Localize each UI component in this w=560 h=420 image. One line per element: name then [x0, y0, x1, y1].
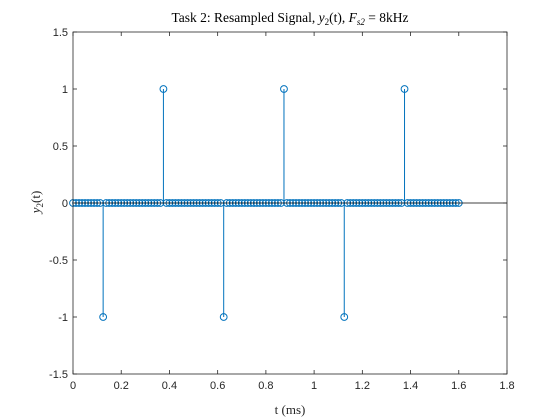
x-tick-label: 0.4	[162, 380, 177, 392]
y-tick-label: -0.5	[49, 255, 68, 267]
y-tick-label: 0.5	[53, 141, 68, 153]
y-tick-label: 1.5	[53, 27, 68, 39]
x-tick-label: 1.8	[499, 380, 514, 392]
stem-marker	[99, 313, 108, 321]
y-tick-label: -1.5	[49, 369, 68, 381]
y-tick-label: 1	[62, 84, 68, 96]
x-tick-label: 0.6	[210, 380, 225, 392]
stem-marker	[159, 85, 168, 93]
x-tick-label: 1	[311, 380, 317, 392]
stem-marker	[219, 313, 228, 321]
x-tick-label: 1.2	[355, 380, 370, 392]
x-tick-label: 0.8	[258, 380, 273, 392]
x-tick-label: 1.6	[451, 380, 466, 392]
stem-marker	[340, 313, 349, 321]
x-tick-label: 0	[70, 380, 76, 392]
y-axis-label: y2(t)	[28, 191, 45, 216]
y-tick-label: -1	[58, 312, 68, 324]
y-tick-label: 0	[62, 198, 68, 210]
x-tick-label: 1.4	[403, 380, 418, 392]
axis-ticks: 0 0.2 0.4 0.6 0.8 1 1.2 1.4 1.6 1.8 -1.5 -1 -0.5 0 0.5…	[49, 27, 515, 392]
stem-marker	[280, 85, 288, 93]
x-tick-label: 0.2	[114, 380, 129, 392]
chart-title: Task 2: Resampled Signal, y2(t), Fs2 = 8…	[171, 10, 408, 27]
stem-marker	[400, 85, 409, 93]
x-axis-label: t (ms)	[275, 402, 306, 417]
